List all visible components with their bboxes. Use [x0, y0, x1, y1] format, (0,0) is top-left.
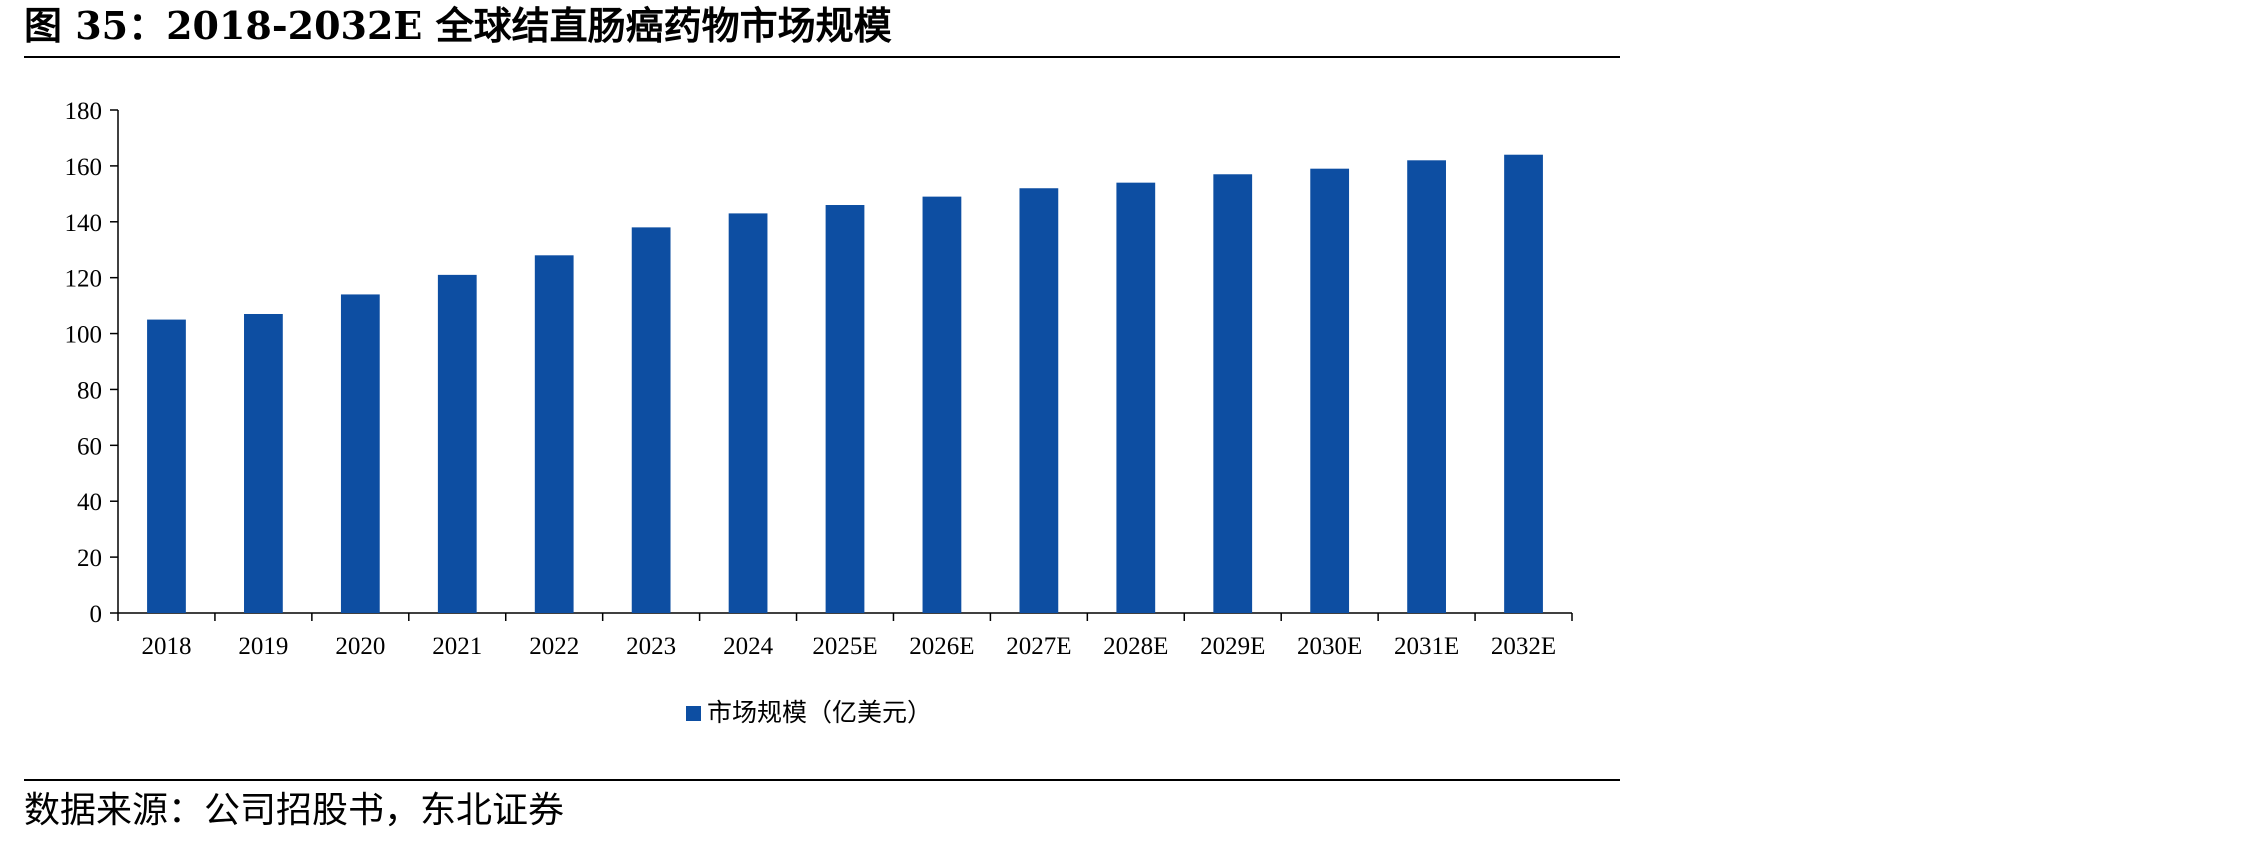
- source-note: 数据来源：公司招股书，东北证券: [24, 790, 565, 831]
- x-tick-label: 2026E: [909, 633, 974, 660]
- figure-title: 图 35：2018-2032E 全球结直肠癌药物市场规模: [24, 3, 892, 48]
- bar-2024: [728, 213, 768, 613]
- bar-2032E: [1504, 154, 1543, 613]
- x-tick-label: 2018: [141, 633, 191, 660]
- bars: [147, 154, 1543, 614]
- x-tick-label: 2030E: [1297, 633, 1362, 660]
- y-axis: 0 20 40 60 80 100 120 140 160 180: [65, 98, 119, 628]
- y-tick-label: 20: [77, 545, 102, 572]
- x-tick-label: 2019: [238, 633, 288, 660]
- x-tick-label: 2028E: [1103, 633, 1168, 660]
- bar-2019: [244, 313, 283, 613]
- bar-2029E: [1213, 174, 1253, 613]
- x-tick-label: 2032E: [1491, 633, 1556, 660]
- bar-2020: [340, 294, 380, 613]
- y-tick-label: 40: [77, 489, 102, 516]
- legend: 市场规模（亿美元）: [686, 698, 932, 727]
- y-tick-label: 80: [77, 377, 102, 404]
- x-tick-label: 2023: [626, 633, 676, 660]
- y-tick-label: 60: [77, 433, 102, 460]
- bar-2021: [437, 274, 477, 613]
- bar-chart: 0 20 40 60 80 100 120 140 160 180 2018 2019 2020 202…: [65, 98, 1573, 727]
- x-tick-label: 2031E: [1394, 633, 1459, 660]
- legend-label: 市场规模（亿美元）: [707, 698, 932, 727]
- bar-2027E: [1019, 188, 1059, 613]
- bar-2022: [534, 255, 574, 614]
- x-tick-label: 2027E: [1006, 633, 1071, 660]
- x-tick-label: 2021: [432, 633, 482, 660]
- y-tick-label: 180: [65, 98, 103, 125]
- bar-2026E: [922, 196, 962, 613]
- x-tick-label: 2024: [723, 633, 774, 660]
- y-tick-label: 100: [65, 322, 103, 349]
- bar-2028E: [1116, 182, 1156, 613]
- legend-swatch: [686, 706, 701, 721]
- bar-2031E: [1407, 160, 1446, 614]
- y-tick-label: 120: [65, 266, 103, 293]
- bar-2025E: [825, 205, 865, 613]
- source-divider: [24, 779, 1620, 781]
- x-tick-label: 2025E: [812, 633, 877, 660]
- x-axis: 2018 2019 2020 2021 2022 2023 2024 2025E 2026E 20…: [117, 612, 1573, 660]
- bar-2030E: [1310, 168, 1350, 613]
- bar-2023: [631, 227, 671, 613]
- title-divider: [24, 56, 1620, 58]
- bar-2018: [147, 319, 186, 613]
- y-tick-label: 0: [90, 601, 103, 628]
- y-tick-label: 140: [65, 210, 103, 237]
- x-tick-label: 2029E: [1200, 633, 1265, 660]
- y-tick-label: 160: [65, 154, 103, 181]
- x-tick-label: 2020: [335, 633, 385, 660]
- x-tick-label: 2022: [529, 633, 579, 660]
